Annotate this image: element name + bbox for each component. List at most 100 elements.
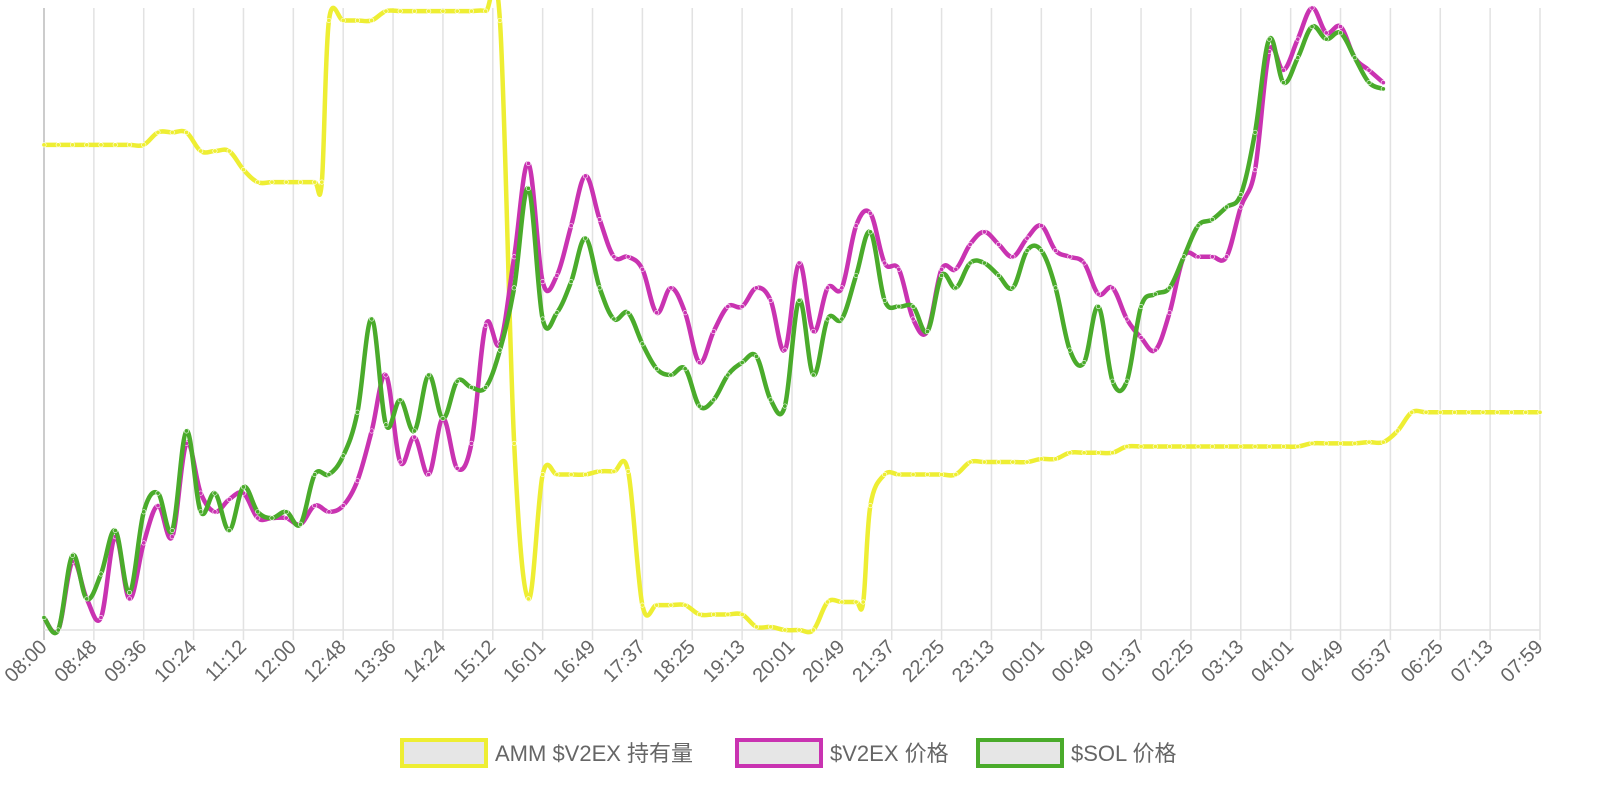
data-point[interactable] xyxy=(1281,80,1287,86)
data-point[interactable] xyxy=(312,179,318,185)
data-point[interactable] xyxy=(782,403,788,409)
data-point[interactable] xyxy=(1266,444,1272,450)
data-point[interactable] xyxy=(212,509,218,515)
data-point[interactable] xyxy=(597,285,603,291)
data-point[interactable] xyxy=(326,509,332,515)
data-point[interactable] xyxy=(41,615,47,621)
data-point[interactable] xyxy=(1024,248,1030,254)
data-point[interactable] xyxy=(867,229,873,235)
data-point[interactable] xyxy=(98,571,104,577)
data-point[interactable] xyxy=(753,353,759,359)
data-point[interactable] xyxy=(1152,347,1158,353)
data-point[interactable] xyxy=(796,627,802,633)
data-point[interactable] xyxy=(326,471,332,477)
data-point[interactable] xyxy=(768,624,774,630)
data-point[interactable] xyxy=(568,279,574,285)
series-line[interactable] xyxy=(41,5,1386,635)
data-point[interactable] xyxy=(668,285,674,291)
data-point[interactable] xyxy=(1281,444,1287,450)
data-point[interactable] xyxy=(55,627,61,633)
data-point[interactable] xyxy=(939,272,945,278)
data-point[interactable] xyxy=(1081,360,1087,366)
data-point[interactable] xyxy=(953,285,959,291)
data-point[interactable] xyxy=(198,148,204,154)
data-point[interactable] xyxy=(711,611,717,617)
data-point[interactable] xyxy=(1067,450,1073,456)
data-point[interactable] xyxy=(696,611,702,617)
data-point[interactable] xyxy=(155,129,161,135)
data-point[interactable] xyxy=(98,615,104,621)
data-point[interactable] xyxy=(183,428,189,434)
data-point[interactable] xyxy=(1224,254,1230,260)
data-point[interactable] xyxy=(354,478,360,484)
data-point[interactable] xyxy=(1138,335,1144,341)
data-point[interactable] xyxy=(896,266,902,272)
data-point[interactable] xyxy=(782,627,788,633)
data-point[interactable] xyxy=(739,360,745,366)
data-point[interactable] xyxy=(440,8,446,14)
data-point[interactable] xyxy=(1494,409,1500,415)
data-point[interactable] xyxy=(768,397,774,403)
data-point[interactable] xyxy=(255,509,261,515)
data-point[interactable] xyxy=(411,8,417,14)
data-point[interactable] xyxy=(369,17,375,23)
data-point[interactable] xyxy=(782,347,788,353)
data-point[interactable] xyxy=(853,599,859,605)
data-point[interactable] xyxy=(1053,456,1059,462)
data-point[interactable] xyxy=(582,235,588,241)
data-point[interactable] xyxy=(1167,285,1173,291)
data-point[interactable] xyxy=(1395,428,1401,434)
data-point[interactable] xyxy=(639,266,645,272)
data-point[interactable] xyxy=(682,310,688,316)
data-point[interactable] xyxy=(1209,216,1215,222)
data-point[interactable] xyxy=(924,328,930,334)
data-point[interactable] xyxy=(1138,444,1144,450)
data-point[interactable] xyxy=(853,223,859,229)
data-point[interactable] xyxy=(1252,167,1258,173)
data-point[interactable] xyxy=(326,17,332,23)
legend-item-2[interactable]: $V2EX 价格 xyxy=(735,738,949,768)
data-point[interactable] xyxy=(1323,36,1329,42)
data-point[interactable] xyxy=(126,596,132,602)
data-point[interactable] xyxy=(1024,235,1030,241)
data-point[interactable] xyxy=(319,179,325,185)
data-point[interactable] xyxy=(1038,223,1044,229)
data-point[interactable] xyxy=(240,484,246,490)
data-point[interactable] xyxy=(867,503,873,509)
data-point[interactable] xyxy=(141,509,147,515)
data-point[interactable] xyxy=(611,316,617,322)
data-point[interactable] xyxy=(1452,409,1458,415)
data-point[interactable] xyxy=(1038,248,1044,254)
data-point[interactable] xyxy=(1480,409,1486,415)
data-point[interactable] xyxy=(696,360,702,366)
data-point[interactable] xyxy=(411,434,417,440)
data-point[interactable] xyxy=(910,316,916,322)
data-point[interactable] xyxy=(269,179,275,185)
data-point[interactable] xyxy=(69,552,75,558)
data-point[interactable] xyxy=(468,440,474,446)
data-point[interactable] xyxy=(582,173,588,179)
data-point[interactable] xyxy=(796,260,802,266)
data-point[interactable] xyxy=(753,624,759,630)
data-point[interactable] xyxy=(910,304,916,310)
data-point[interactable] xyxy=(1024,459,1030,465)
data-point[interactable] xyxy=(1380,80,1386,86)
data-point[interactable] xyxy=(1181,444,1187,450)
data-point[interactable] xyxy=(597,216,603,222)
data-point[interactable] xyxy=(1309,24,1315,30)
data-point[interactable] xyxy=(654,310,660,316)
data-point[interactable] xyxy=(1010,459,1016,465)
data-point[interactable] xyxy=(739,611,745,617)
data-point[interactable] xyxy=(582,471,588,477)
data-point[interactable] xyxy=(112,142,118,148)
data-point[interactable] xyxy=(525,161,531,167)
data-point[interactable] xyxy=(1366,439,1372,445)
data-point[interactable] xyxy=(1437,409,1443,415)
data-point[interactable] xyxy=(1295,55,1301,61)
data-point[interactable] xyxy=(497,17,503,23)
data-point[interactable] xyxy=(839,599,845,605)
data-point[interactable] xyxy=(169,129,175,135)
data-point[interactable] xyxy=(910,471,916,477)
data-point[interactable] xyxy=(1110,378,1116,384)
data-point[interactable] xyxy=(141,142,147,148)
